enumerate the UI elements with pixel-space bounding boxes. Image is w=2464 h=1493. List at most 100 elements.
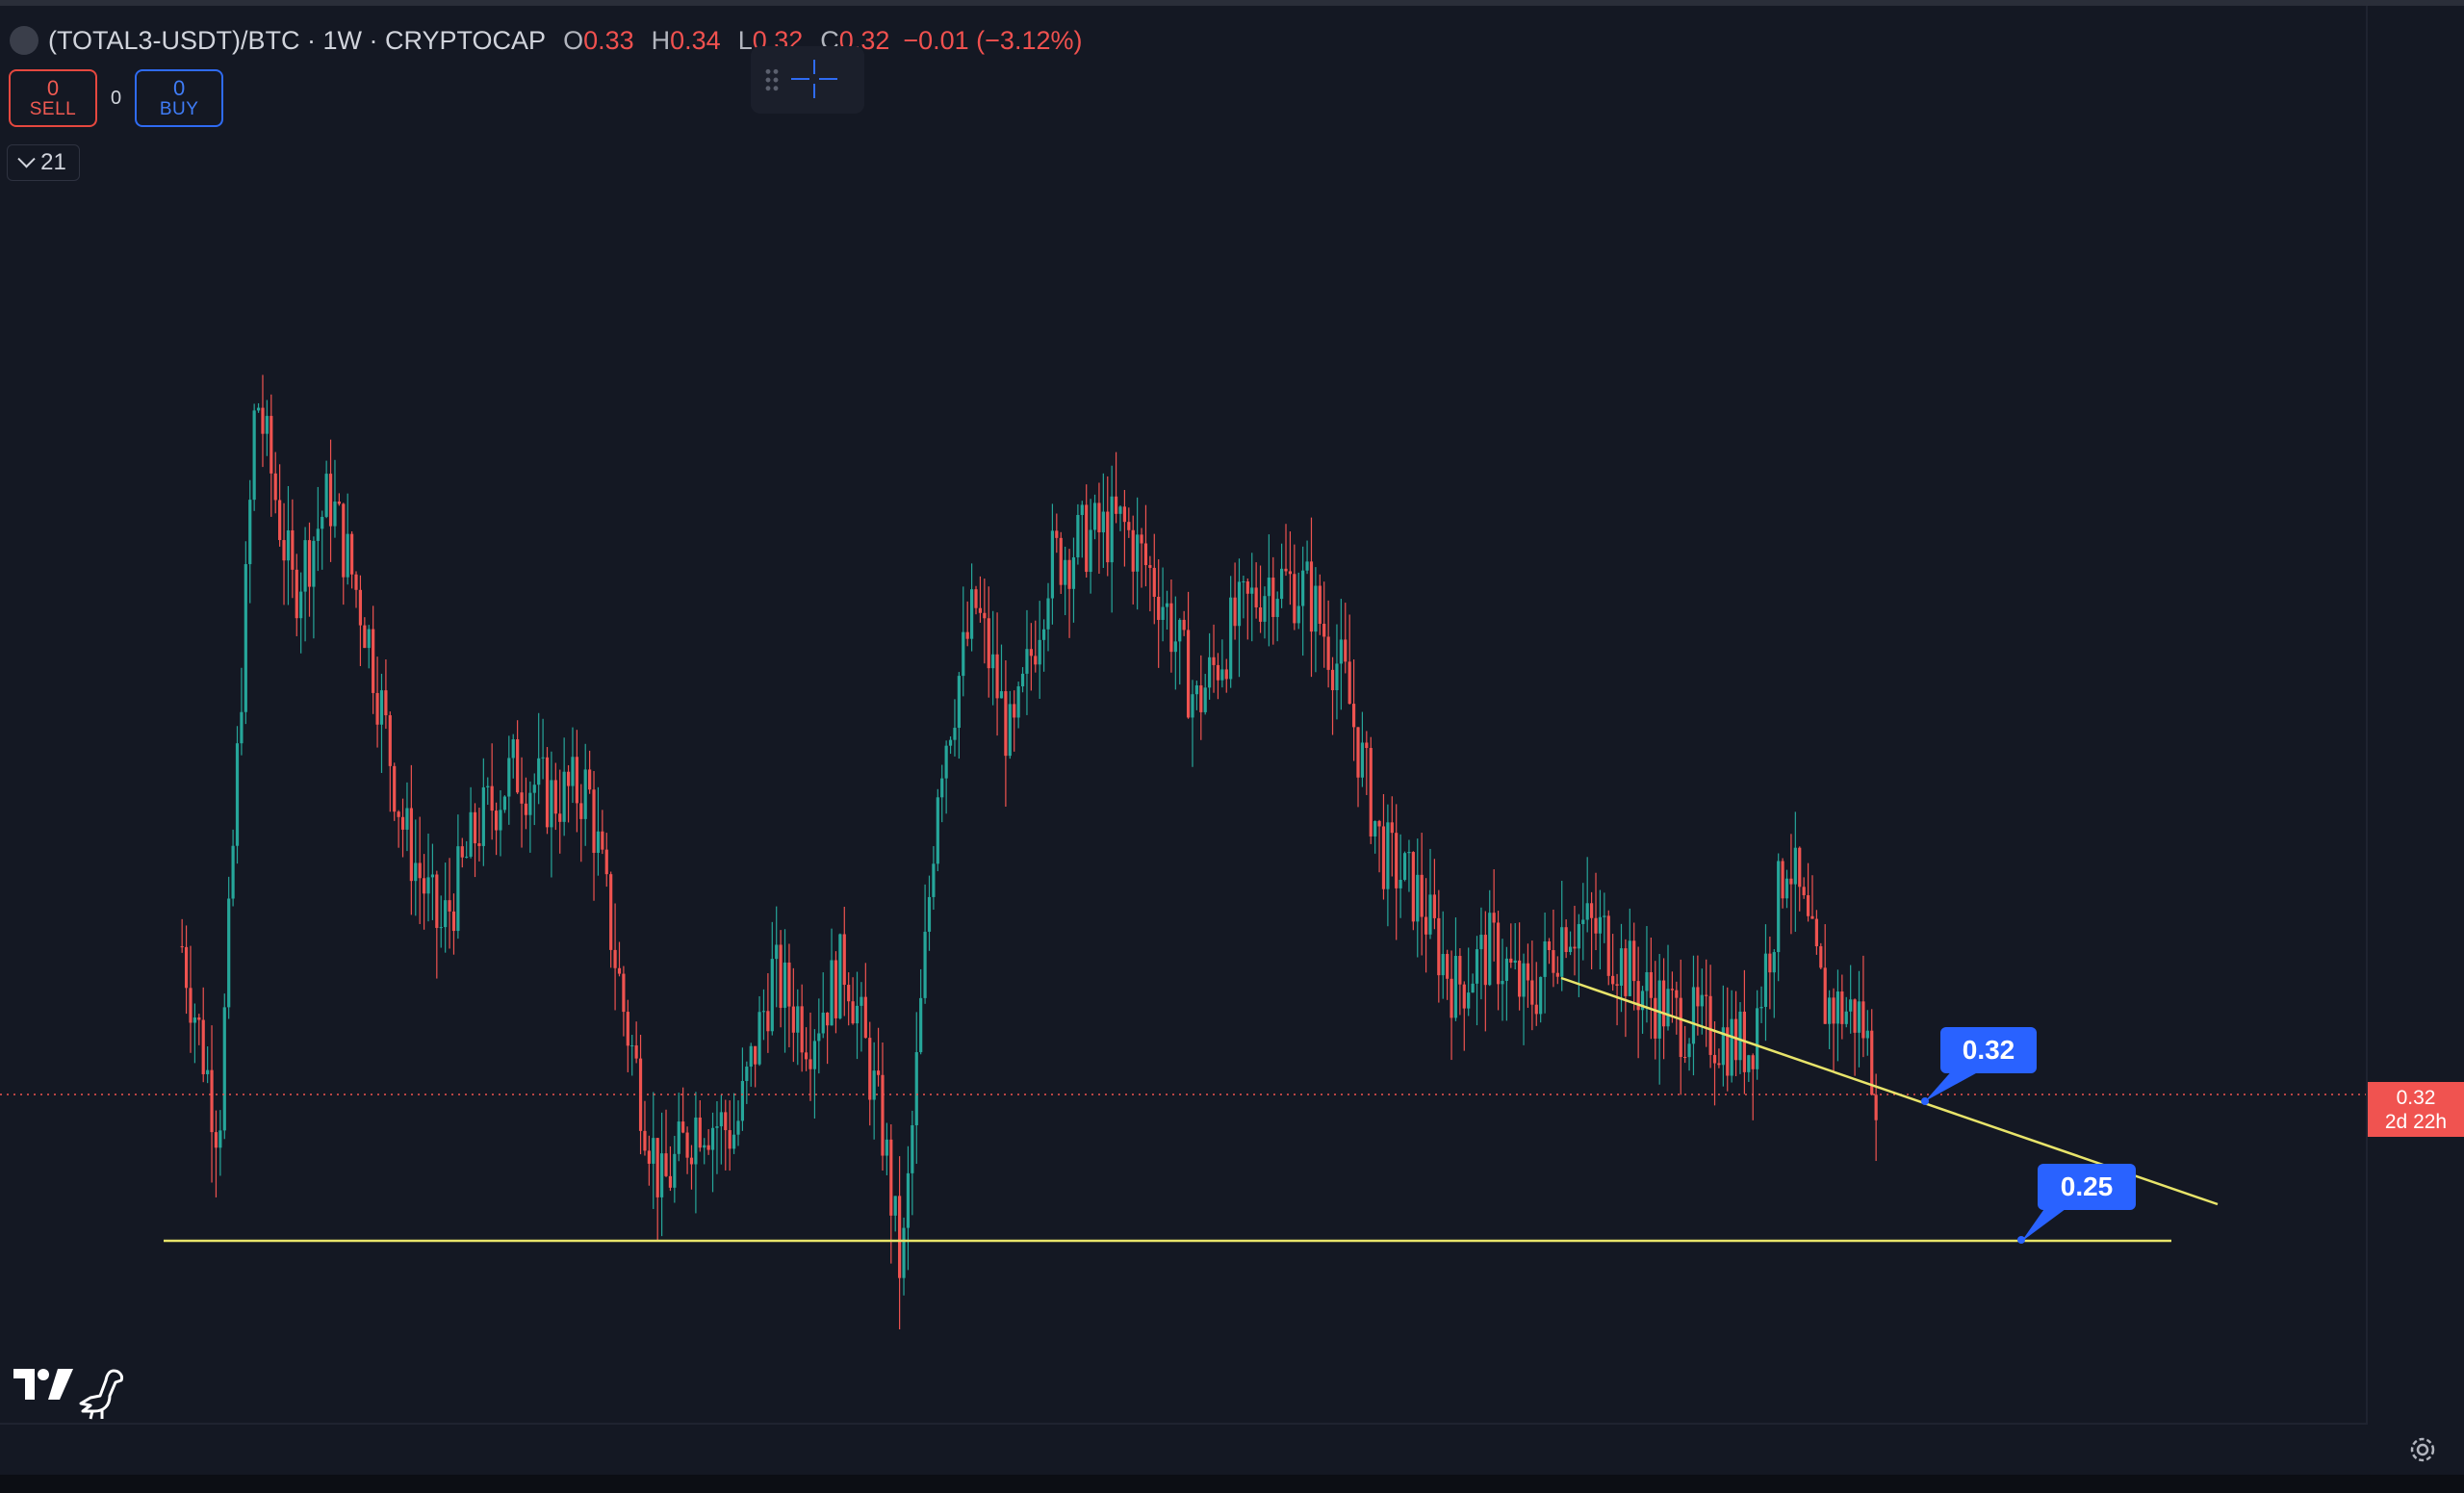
candle — [703, 1145, 706, 1148]
candle — [307, 540, 312, 587]
candle — [1691, 987, 1696, 1044]
candle — [923, 931, 927, 998]
candle — [1530, 980, 1534, 1005]
symbol-logo-icon[interactable] — [10, 26, 38, 55]
candle — [337, 502, 341, 504]
candle — [1004, 691, 1008, 757]
floating-drawing-toolbar[interactable] — [751, 46, 864, 114]
tradingview-logo-icon[interactable] — [13, 1367, 73, 1402]
gear-icon[interactable] — [2406, 1433, 2439, 1466]
candle — [698, 1117, 702, 1148]
candle — [601, 831, 604, 850]
price-badge-032[interactable]: 0.32 — [1940, 1027, 2037, 1073]
candle — [1029, 649, 1033, 656]
candle — [1853, 999, 1857, 1033]
candle — [1700, 994, 1704, 1007]
candle — [970, 589, 974, 639]
candle — [1284, 568, 1288, 572]
candle — [1645, 971, 1649, 991]
candle — [286, 529, 291, 561]
candle — [1161, 606, 1165, 620]
candle — [1446, 954, 1450, 979]
candle — [962, 631, 965, 677]
candle — [1199, 685, 1203, 712]
candle — [643, 1130, 647, 1151]
candle — [1624, 948, 1628, 996]
candle — [1322, 624, 1326, 637]
chart-canvas[interactable]: 12 2018Jul2019Jul2020Jul2021Jul2022Jul20… — [0, 0, 2368, 1425]
spread-value: 0 — [111, 87, 122, 109]
candle — [1203, 687, 1207, 712]
candle — [184, 946, 189, 989]
badge-pointer-025 — [2021, 1203, 2073, 1242]
candle — [481, 786, 485, 846]
candle — [1437, 917, 1441, 976]
candle — [1747, 1055, 1751, 1072]
candle — [1453, 956, 1458, 1018]
candle — [499, 810, 502, 831]
candle — [303, 540, 307, 592]
candle — [732, 1134, 736, 1149]
candle — [278, 500, 282, 541]
candle — [405, 808, 409, 830]
candle — [1250, 587, 1254, 594]
candle — [1293, 574, 1296, 624]
candle — [1636, 981, 1640, 1011]
change-value: −0.01 (−3.12%) — [903, 25, 1083, 55]
candle — [664, 1153, 668, 1176]
candle — [914, 1052, 918, 1125]
candle — [1131, 529, 1135, 572]
candle — [240, 711, 244, 744]
candle — [936, 797, 939, 864]
crosshair-icon[interactable] — [791, 60, 837, 98]
price-badge-025[interactable]: 0.25 — [2038, 1164, 2136, 1210]
candle — [1555, 972, 1559, 977]
candle — [906, 1172, 911, 1228]
candle — [1064, 559, 1067, 585]
anchor-dot-032 — [1921, 1097, 1929, 1105]
candle — [860, 996, 863, 1006]
candle — [273, 473, 277, 501]
candle — [1365, 742, 1369, 749]
candle — [1640, 991, 1645, 1011]
candle — [393, 765, 397, 812]
candle — [583, 769, 587, 819]
candle — [647, 1150, 651, 1164]
candle — [1136, 534, 1140, 572]
candle — [766, 1011, 770, 1032]
candle — [1191, 694, 1194, 718]
sell-button[interactable]: 0 SELL — [9, 69, 97, 127]
candle — [1395, 833, 1399, 888]
candle — [634, 1045, 638, 1059]
candle — [872, 1070, 876, 1100]
candle — [1041, 629, 1046, 640]
candle — [494, 811, 499, 831]
candle — [1165, 603, 1169, 607]
candle — [830, 960, 834, 1026]
candle — [1220, 669, 1224, 681]
candle — [1351, 704, 1356, 728]
candle — [1606, 915, 1610, 976]
candle — [1654, 997, 1657, 1039]
high-label: H — [651, 25, 671, 55]
dino-icon[interactable] — [77, 1367, 131, 1421]
candle — [706, 1145, 710, 1150]
candle — [414, 862, 418, 882]
buy-button[interactable]: 0 BUY — [135, 69, 224, 127]
candle — [1046, 598, 1050, 630]
buy-label: BUY — [159, 98, 199, 119]
indicators-toggle-button[interactable]: 21 — [7, 144, 80, 181]
candle — [1169, 603, 1173, 653]
candle — [1840, 991, 1844, 1024]
candle — [685, 1132, 689, 1158]
candle — [418, 862, 422, 879]
symbol-title[interactable]: (TOTAL3-USDT)/BTC · 1W · CRYPTOCAP — [48, 25, 547, 55]
candle — [1008, 704, 1012, 757]
candle — [673, 1153, 677, 1188]
drag-handle-icon[interactable] — [764, 67, 780, 92]
candle — [1318, 585, 1322, 625]
candle — [541, 757, 545, 759]
candle — [1670, 989, 1675, 991]
candle — [516, 739, 520, 793]
sell-label: SELL — [29, 98, 77, 119]
